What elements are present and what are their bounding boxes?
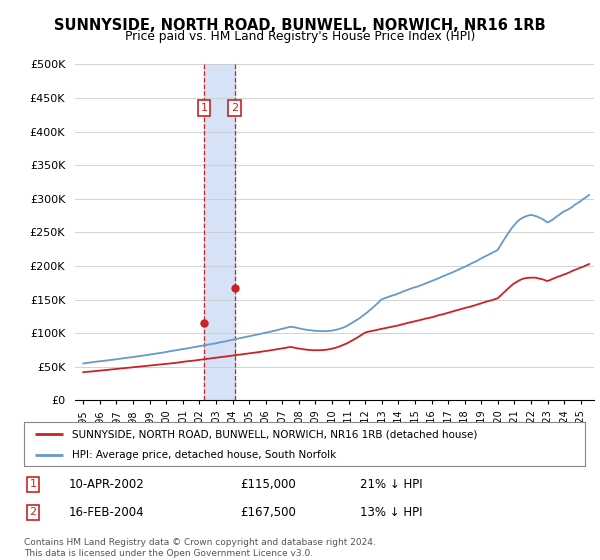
Text: 1: 1 — [29, 479, 37, 489]
Text: SUNNYSIDE, NORTH ROAD, BUNWELL, NORWICH, NR16 1RB (detached house): SUNNYSIDE, NORTH ROAD, BUNWELL, NORWICH,… — [71, 430, 477, 440]
Text: 10-APR-2002: 10-APR-2002 — [69, 478, 145, 491]
Text: £115,000: £115,000 — [240, 478, 296, 491]
Text: 16-FEB-2004: 16-FEB-2004 — [69, 506, 145, 519]
Bar — [204, 64, 235, 400]
Text: SUNNYSIDE, NORTH ROAD, BUNWELL, NORWICH, NR16 1RB: SUNNYSIDE, NORTH ROAD, BUNWELL, NORWICH,… — [54, 18, 546, 33]
Text: 2: 2 — [29, 507, 37, 517]
Text: 2: 2 — [231, 103, 238, 113]
Text: £167,500: £167,500 — [240, 506, 296, 519]
Text: 1: 1 — [200, 103, 208, 113]
Text: Contains HM Land Registry data © Crown copyright and database right 2024.
This d: Contains HM Land Registry data © Crown c… — [24, 538, 376, 558]
Text: HPI: Average price, detached house, South Norfolk: HPI: Average price, detached house, Sout… — [71, 450, 336, 460]
Text: Price paid vs. HM Land Registry's House Price Index (HPI): Price paid vs. HM Land Registry's House … — [125, 30, 475, 43]
Text: 21% ↓ HPI: 21% ↓ HPI — [360, 478, 422, 491]
Text: 13% ↓ HPI: 13% ↓ HPI — [360, 506, 422, 519]
